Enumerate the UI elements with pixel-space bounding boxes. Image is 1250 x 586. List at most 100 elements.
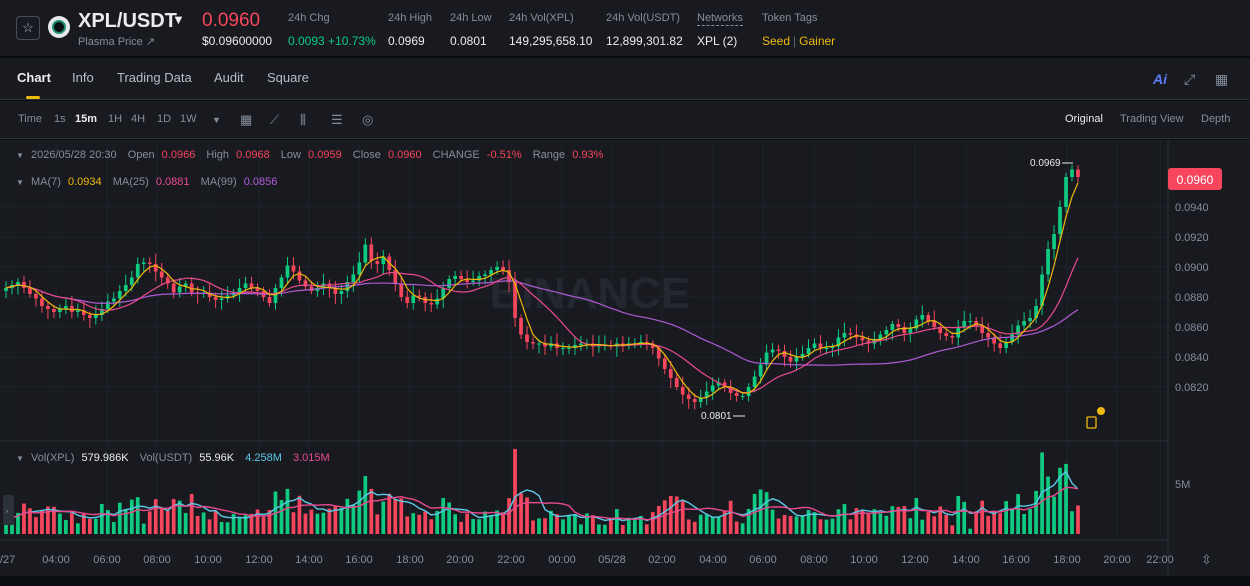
high-label: High bbox=[206, 149, 230, 161]
interval-4h[interactable]: 4H bbox=[131, 113, 146, 125]
candle-body bbox=[495, 267, 499, 270]
price-chart[interactable]: BINANCE 0.09400.09200.09000.08800.08600.… bbox=[0, 140, 1250, 576]
volume-bar bbox=[842, 504, 847, 534]
candle-body bbox=[668, 369, 673, 378]
volume-bar bbox=[525, 497, 529, 534]
view-original[interactable]: Original bbox=[1065, 113, 1103, 125]
price-page-link[interactable]: Plasma Price ↗ bbox=[78, 36, 156, 48]
indicator-icon[interactable]: ⟋ bbox=[270, 112, 280, 127]
stat-networks[interactable]: Networks XPL (2) bbox=[697, 12, 743, 48]
candle-body bbox=[788, 357, 793, 362]
range-value: 0.93% bbox=[572, 149, 604, 161]
candle-body bbox=[34, 294, 38, 299]
stat-label: 24h Chg bbox=[288, 12, 330, 24]
low-value: 0.0959 bbox=[308, 149, 342, 161]
tag-gainer[interactable]: Gainer bbox=[799, 34, 836, 48]
view-depth[interactable]: Depth bbox=[1201, 113, 1231, 125]
interval-1s[interactable]: 1s bbox=[54, 113, 66, 125]
candle-body bbox=[327, 283, 332, 288]
stat-label: Networks bbox=[697, 12, 743, 26]
volume-bar bbox=[561, 519, 565, 534]
chevron-left-icon[interactable]: › bbox=[5, 507, 9, 517]
volume-bar bbox=[117, 502, 122, 534]
chart-area[interactable]: BINANCE 0.0940 0.0920 0.0900 0.0880 0.0860 0.… bbox=[0, 140, 1250, 576]
volume-bar bbox=[830, 518, 835, 534]
pane-collapse-handle[interactable] bbox=[3, 495, 14, 525]
volume-bar bbox=[225, 522, 230, 534]
candle-body bbox=[537, 343, 541, 345]
interval-1h[interactable]: 1H bbox=[108, 113, 123, 125]
volume-bars bbox=[4, 449, 1080, 534]
candle-body bbox=[770, 349, 775, 353]
calendar-icon[interactable]: ▦ bbox=[240, 112, 253, 127]
chevron-down-icon[interactable]: ▼ bbox=[172, 12, 185, 27]
candle-body bbox=[698, 397, 703, 402]
ma99-line bbox=[5, 280, 1079, 366]
view-trading-view[interactable]: Trading View bbox=[1120, 113, 1184, 125]
volume-bar bbox=[315, 513, 320, 534]
stat-label: 24h Low bbox=[450, 12, 492, 24]
grid-icon[interactable]: ▦ bbox=[1215, 71, 1229, 87]
volume-bar bbox=[105, 509, 110, 534]
candle-body bbox=[40, 298, 44, 306]
volume-bar bbox=[519, 493, 523, 534]
expand-icon[interactable]: ⤢ bbox=[1184, 71, 1196, 87]
candle-body bbox=[159, 271, 164, 278]
tab-chart[interactable]: Chart bbox=[17, 70, 51, 85]
pair-title[interactable]: XPL/USDT bbox=[78, 10, 177, 32]
candle-body bbox=[1064, 177, 1068, 207]
volume-bar bbox=[908, 518, 913, 534]
tab-square[interactable]: Square bbox=[267, 70, 309, 85]
volume-bar bbox=[818, 519, 823, 534]
interval-dropdown-icon[interactable]: ▼ bbox=[212, 115, 221, 125]
interval-15m[interactable]: 15m bbox=[75, 113, 98, 125]
volume-bar bbox=[549, 510, 553, 534]
volume-bar bbox=[698, 514, 703, 534]
volume-bar bbox=[40, 510, 44, 534]
star-icon[interactable]: ☆ bbox=[16, 16, 40, 40]
candle-body bbox=[914, 319, 919, 329]
volume-bar bbox=[303, 513, 308, 534]
stat-value: 12,899,301.82 bbox=[606, 34, 683, 48]
notes-icon[interactable] bbox=[1086, 416, 1097, 429]
time-axis-label: 12:00 bbox=[901, 554, 929, 566]
active-tab-indicator bbox=[26, 96, 40, 99]
candle-body bbox=[734, 393, 739, 396]
volume-bar bbox=[1034, 490, 1038, 534]
candle-body bbox=[339, 291, 344, 294]
volume-bar bbox=[28, 508, 32, 534]
volume-bar bbox=[579, 524, 583, 534]
settings-list-icon[interactable]: ☰ bbox=[331, 112, 343, 127]
interval-time[interactable]: Time bbox=[18, 113, 43, 125]
volume-bar bbox=[609, 519, 613, 534]
chevron-down-icon[interactable]: ▼ bbox=[16, 151, 24, 160]
chevron-down-icon[interactable]: ▼ bbox=[16, 178, 24, 187]
open-label: Open bbox=[127, 149, 155, 161]
candle-body bbox=[405, 297, 410, 303]
candle-body bbox=[369, 244, 374, 261]
ai-icon[interactable]: Ai bbox=[1153, 71, 1167, 87]
volume-bar bbox=[423, 511, 428, 534]
volume-bar bbox=[992, 511, 997, 534]
volume-bar bbox=[662, 500, 667, 534]
time-range-icon[interactable]: ⇳ bbox=[1201, 553, 1212, 568]
watermark: BINANCE bbox=[490, 269, 690, 318]
tag-seed[interactable]: Seed bbox=[762, 34, 791, 48]
candle-style-icon[interactable]: ⫼ bbox=[300, 112, 306, 127]
tab-audit[interactable]: Audit bbox=[214, 70, 244, 85]
candle-body bbox=[411, 295, 416, 303]
candle-body bbox=[938, 327, 943, 333]
tab-trading-data[interactable]: Trading Data bbox=[117, 70, 192, 85]
chevron-down-icon[interactable]: ▼ bbox=[16, 454, 24, 463]
stat-value: 0.0093 +10.73% bbox=[288, 34, 376, 48]
candle-body bbox=[656, 348, 661, 359]
volume-bar bbox=[249, 513, 254, 534]
time-axis-label: 20:00 bbox=[446, 554, 474, 566]
tab-info[interactable]: Info bbox=[72, 70, 94, 85]
target-icon[interactable]: ◎ bbox=[362, 112, 374, 127]
interval-1d[interactable]: 1D bbox=[157, 113, 172, 125]
interval-1w[interactable]: 1W bbox=[180, 113, 197, 125]
candle-body bbox=[680, 387, 685, 395]
volume-bar bbox=[99, 503, 104, 534]
volume-bar bbox=[752, 493, 757, 534]
